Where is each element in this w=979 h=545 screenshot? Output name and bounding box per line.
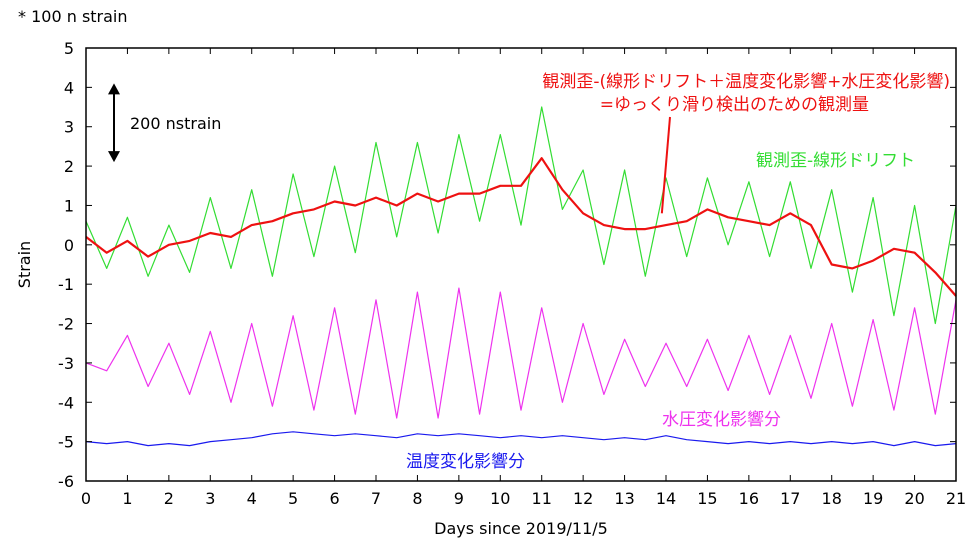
annotation-red-leader <box>660 116 671 214</box>
x-axis-label: Days since 2019/11/5 <box>434 519 608 538</box>
annotation-green: 観測歪-線形ドリフト <box>756 151 915 171</box>
x-tick-label: 14 <box>656 489 676 508</box>
y-tick-label: -3 <box>58 354 74 373</box>
x-tick-label: 2 <box>164 489 174 508</box>
x-tick-label: 11 <box>532 489 552 508</box>
series-line-0 <box>85 106 957 325</box>
x-tick-label: 3 <box>205 489 215 508</box>
annotation-red-line1: 観測歪-(線形ドリフト＋温度変化影響+水圧変化影響) <box>542 72 950 92</box>
y-tick-label: -4 <box>58 393 74 412</box>
x-tick-label: 19 <box>863 489 883 508</box>
multiplier-note: * 100 n strain <box>18 7 128 26</box>
x-tick-label: 16 <box>739 489 759 508</box>
y-tick-label: 0 <box>64 236 74 255</box>
y-tick-label: 5 <box>64 39 74 58</box>
y-tick-label: 3 <box>64 118 74 137</box>
y-tick-label: 4 <box>64 78 74 97</box>
x-tick-label: 17 <box>780 489 800 508</box>
y-tick-label: -6 <box>58 472 74 491</box>
y-tick-label: 2 <box>64 157 74 176</box>
x-tick-label: 18 <box>822 489 842 508</box>
y-tick-label: -5 <box>58 433 74 452</box>
y-tick-label: -2 <box>58 315 74 334</box>
series-line-1 <box>85 157 957 297</box>
scale-bar: 200 nstrain <box>108 83 221 163</box>
x-tick-label: 8 <box>412 489 422 508</box>
x-tick-label: 10 <box>490 489 510 508</box>
series-line-2 <box>85 287 957 419</box>
scale-bar-label: 200 nstrain <box>130 114 221 133</box>
x-tick-label: 20 <box>904 489 924 508</box>
annotations: 観測歪-(線形ドリフト＋温度変化影響+水圧変化影響) =ゆっくり滑り検出のための… <box>406 72 950 472</box>
x-tick-label: 15 <box>697 489 717 508</box>
x-tick-label: 7 <box>371 489 381 508</box>
scale-bar-arrow-up-icon <box>108 83 120 95</box>
x-tick-label: 21 <box>946 489 966 508</box>
annotation-blue: 温度変化影響分 <box>406 452 525 472</box>
y-tick-label: 1 <box>64 196 74 215</box>
scale-bar-arrow-down-icon <box>108 151 120 163</box>
plot-frame <box>85 47 957 482</box>
x-tick-label: 12 <box>573 489 593 508</box>
annotation-magenta: 水圧変化影響分 <box>662 410 781 430</box>
x-tick-label: 13 <box>614 489 634 508</box>
annotation-red-line2: =ゆっくり滑り検出のための観測量 <box>600 95 869 115</box>
x-tick-label: 6 <box>329 489 339 508</box>
x-tick-label: 9 <box>454 489 464 508</box>
x-tick-label: 1 <box>122 489 132 508</box>
series-line-3 <box>85 431 957 447</box>
y-axis-label: Strain <box>15 241 34 288</box>
x-tick-label: 0 <box>81 489 91 508</box>
series-layer <box>85 106 957 447</box>
x-tick-label: 4 <box>247 489 257 508</box>
ticks-layer: 0 1 2 3 4 5 6 7 8 9 10 11 12 13 14 15 16 17 18 19 20 21543210… <box>58 39 966 508</box>
x-tick-label: 5 <box>288 489 298 508</box>
y-tick-label: -1 <box>58 275 74 294</box>
